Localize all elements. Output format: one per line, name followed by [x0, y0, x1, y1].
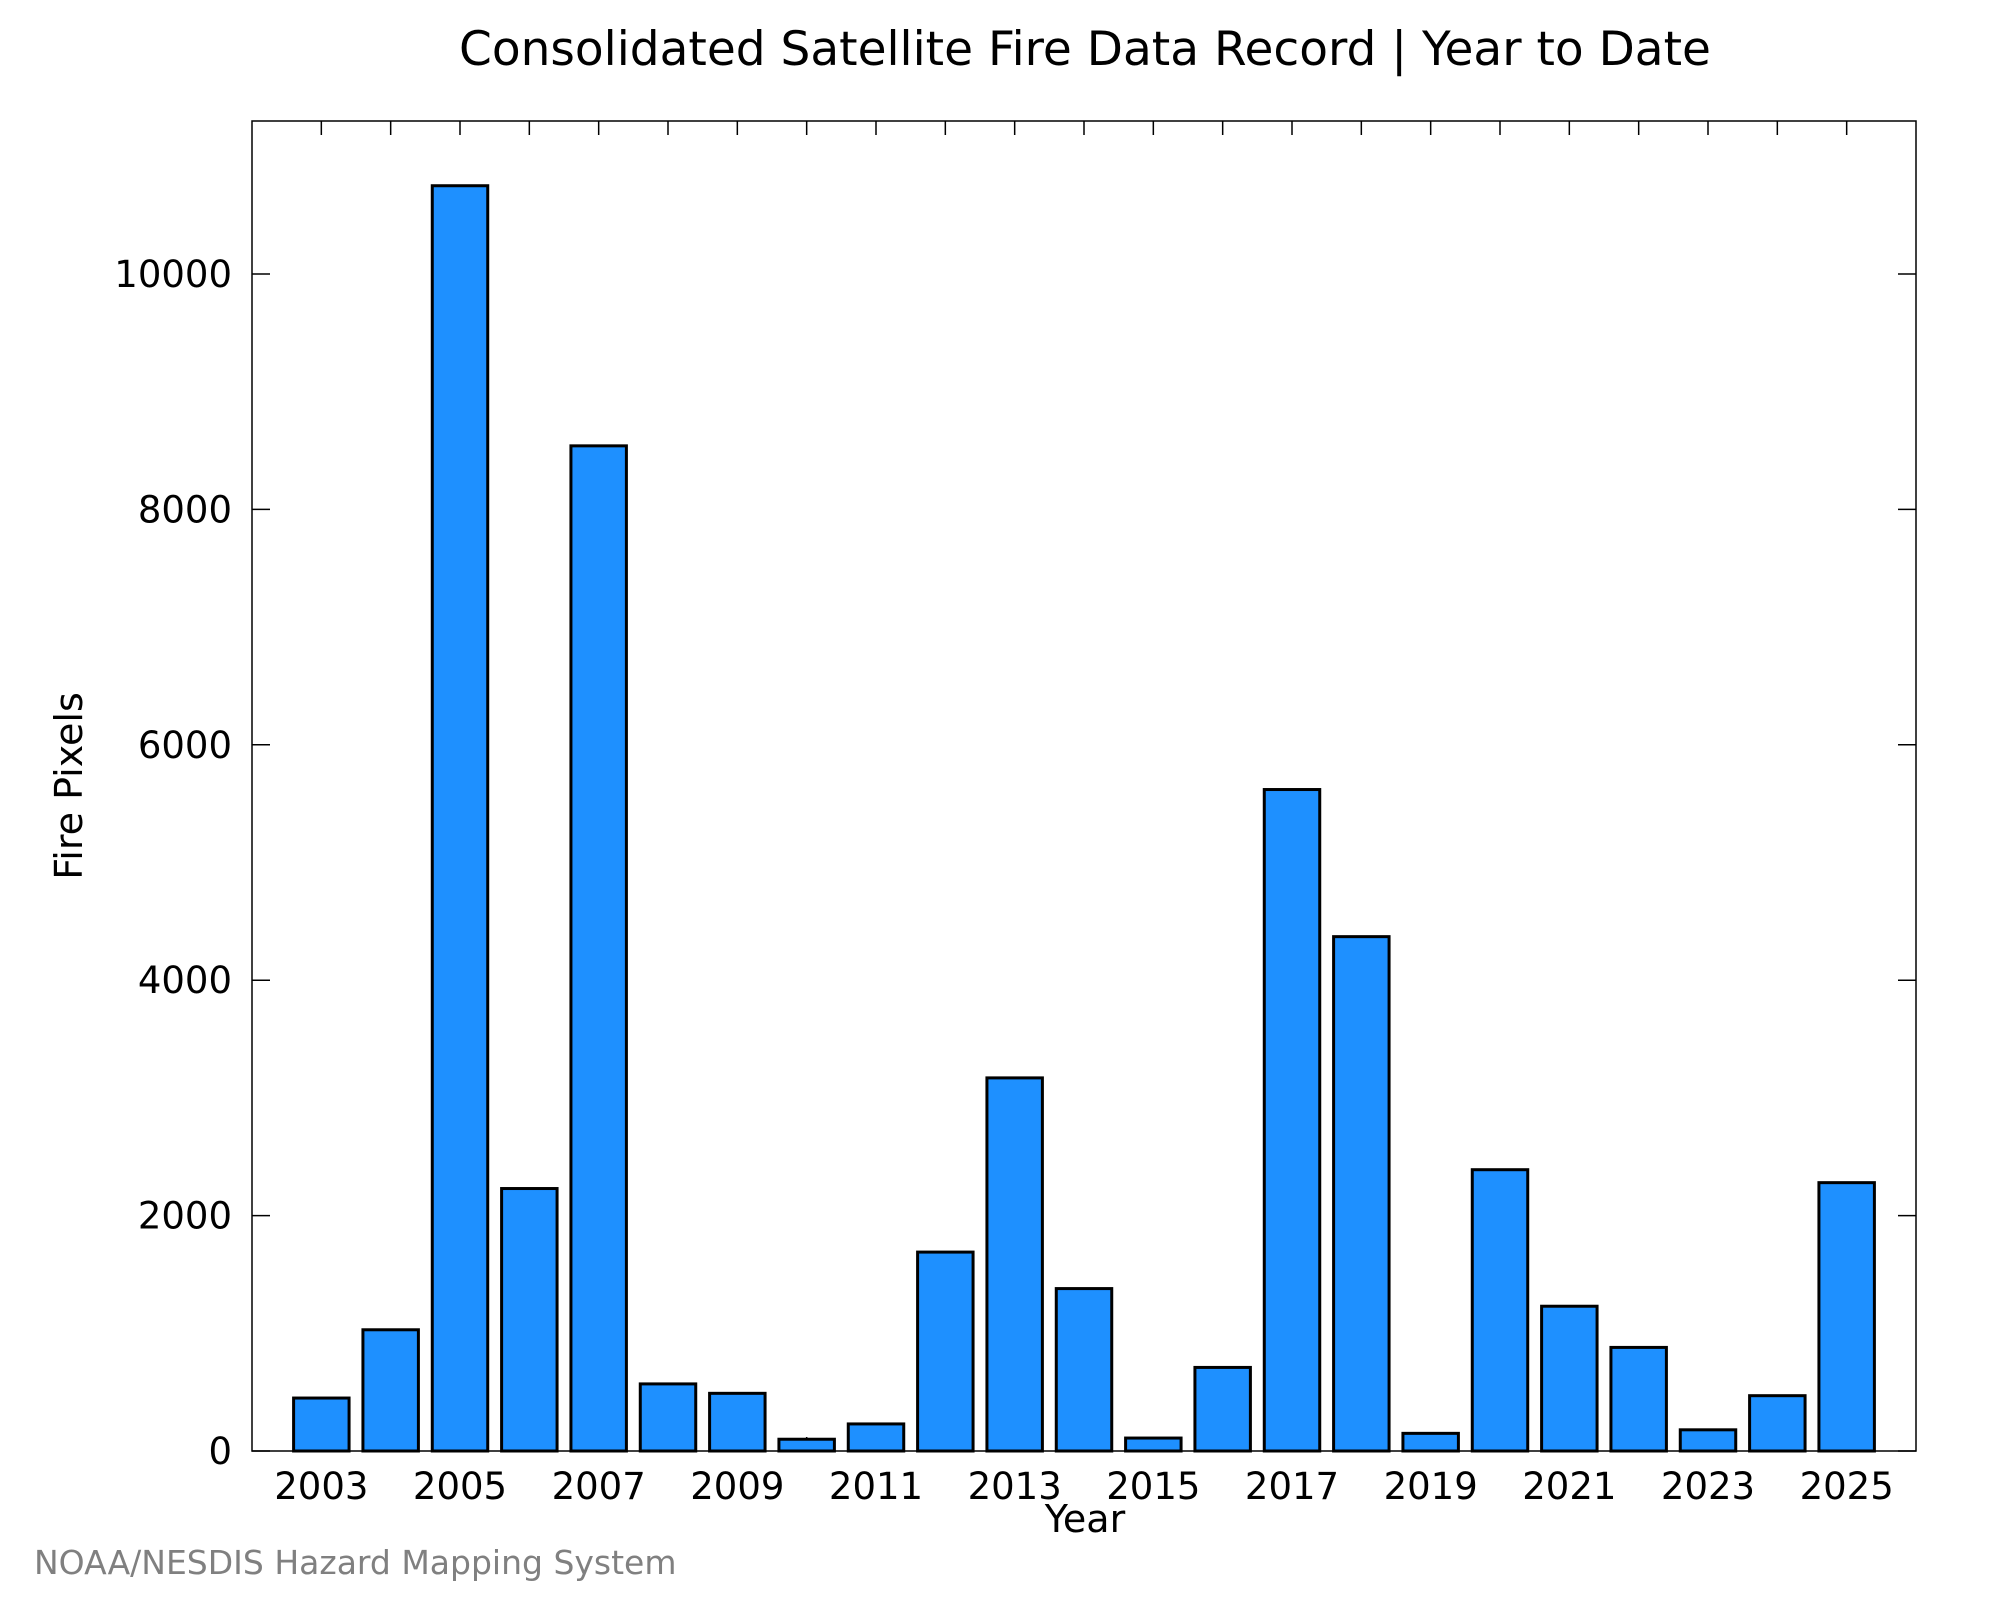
y-tick-label-10000: 10000 — [114, 253, 232, 296]
x-tick-label-2007: 2007 — [552, 1465, 646, 1508]
x-tick-labels: 2003 2005 2007 2009 2011 2013 2015 2017 2019 2021… — [274, 1465, 1894, 1508]
bar-2015 — [1124, 1436, 1183, 1453]
y-tick-labels: 0 2000 4000 6000 8000 10000 — [114, 253, 232, 1473]
bar-2014 — [1054, 1287, 1114, 1453]
y-axis-label: Fire Pixels — [47, 692, 91, 880]
x-tick-label-2021: 2021 — [1522, 1465, 1616, 1508]
bar-2010 — [777, 1437, 836, 1453]
bar-2011 — [846, 1422, 906, 1453]
bars — [292, 184, 1876, 1453]
y-tick-label-0: 0 — [208, 1430, 232, 1473]
y-tick-label-2000: 2000 — [138, 1195, 232, 1238]
bar-2025 — [1817, 1181, 1876, 1453]
bar-2006 — [500, 1187, 559, 1453]
bar-2007 — [569, 444, 628, 1453]
bar-2016 — [1193, 1365, 1252, 1453]
bar-2023 — [1678, 1428, 1738, 1453]
bar-2018 — [1332, 935, 1391, 1453]
x-tick-label-2025: 2025 — [1800, 1465, 1894, 1508]
bar-2013 — [985, 1076, 1044, 1453]
x-tick-label-2023: 2023 — [1661, 1465, 1755, 1508]
y-tick-label-8000: 8000 — [138, 488, 232, 531]
chart-title: Consolidated Satellite Fire Data Record … — [459, 22, 1711, 77]
bar-2020 — [1470, 1168, 1530, 1453]
bar-2003 — [292, 1396, 351, 1453]
bar-2021 — [1540, 1304, 1599, 1453]
bar-2022 — [1609, 1345, 1668, 1453]
bar-2005 — [430, 184, 490, 1453]
x-tick-label-2009: 2009 — [690, 1465, 784, 1508]
x-tick-label-2003: 2003 — [274, 1465, 368, 1508]
x-tick-label-2005: 2005 — [413, 1465, 507, 1508]
bar-2017 — [1262, 788, 1322, 1453]
x-tick-label-2015: 2015 — [1106, 1465, 1200, 1508]
x-tick-label-2017: 2017 — [1245, 1465, 1339, 1508]
x-tick-label-2019: 2019 — [1384, 1465, 1478, 1508]
bar-2004 — [361, 1328, 420, 1453]
bar-2008 — [638, 1382, 698, 1453]
x-tick-label-2013: 2013 — [968, 1465, 1062, 1508]
y-tick-label-6000: 6000 — [138, 724, 232, 767]
bar-2012 — [916, 1250, 975, 1453]
bar-2019 — [1401, 1431, 1460, 1453]
bar-2024 — [1748, 1394, 1807, 1453]
x-axis-label: Year — [1044, 1497, 1126, 1541]
credit-text: NOAA/NESDIS Hazard Mapping System — [34, 1543, 677, 1582]
x-tick-label-2011: 2011 — [829, 1465, 923, 1508]
bar-2009 — [708, 1391, 767, 1453]
y-tick-label-4000: 4000 — [138, 959, 232, 1002]
